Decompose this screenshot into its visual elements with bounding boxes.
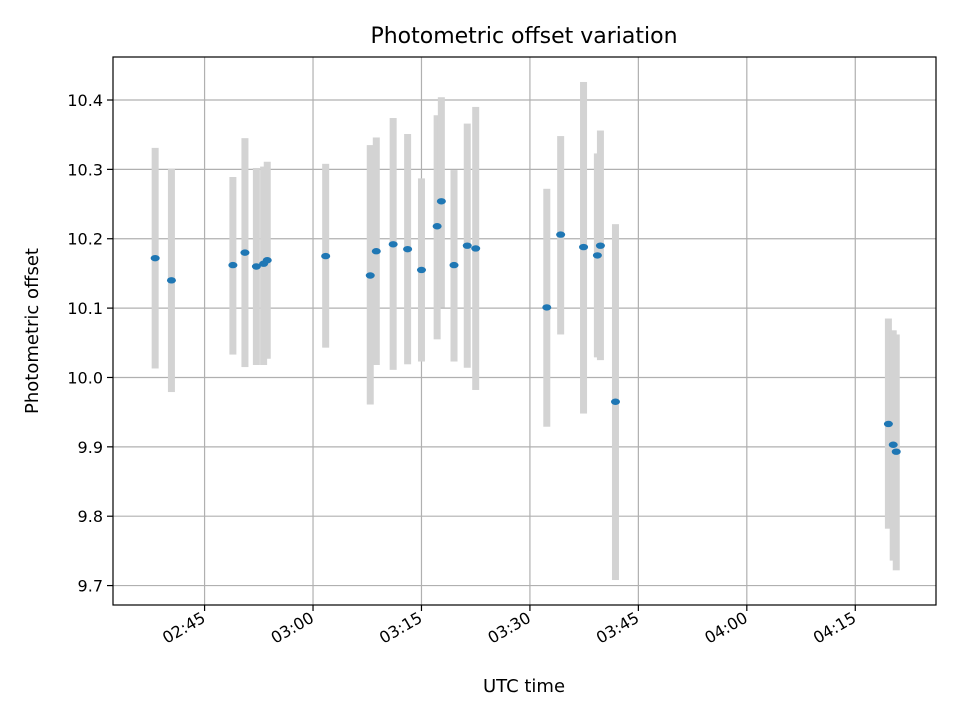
data-point <box>262 257 272 264</box>
y-tick-label: 10.4 <box>67 91 103 110</box>
data-point <box>449 261 459 269</box>
y-tick-label: 10.0 <box>67 368 103 387</box>
data-point <box>556 231 566 238</box>
data-point <box>321 252 331 260</box>
data-point <box>365 272 375 279</box>
data-point <box>883 420 893 428</box>
data-point <box>462 242 472 249</box>
x-axis-label: UTC time <box>483 676 565 697</box>
data-point <box>403 245 413 253</box>
y-axis-label: Photometric offset <box>22 248 43 414</box>
data-point <box>592 252 602 259</box>
data-point <box>610 398 620 405</box>
plot-frame <box>112 56 937 606</box>
data-point <box>579 243 589 251</box>
data-point <box>888 441 898 448</box>
y-tick-label: 10.2 <box>67 230 103 249</box>
data-point <box>595 242 605 249</box>
y-tick-label: 10.3 <box>67 160 103 179</box>
data-point <box>240 249 250 256</box>
y-tick-label: 9.7 <box>78 577 103 596</box>
data-point <box>371 248 381 255</box>
y-tick-label: 9.9 <box>78 438 103 457</box>
data-point <box>432 223 442 230</box>
data-point <box>416 266 426 274</box>
data-point <box>436 198 446 205</box>
data-point <box>471 245 481 252</box>
data-point <box>150 254 160 262</box>
y-tick-label: 10.1 <box>67 299 103 318</box>
data-point <box>388 241 398 248</box>
y-tick-label: 9.8 <box>78 507 103 526</box>
data-point <box>891 448 901 455</box>
data-point <box>166 277 176 284</box>
data-point <box>251 263 261 270</box>
grid-lines <box>113 57 936 605</box>
data-points <box>150 198 901 455</box>
data-point <box>542 304 552 311</box>
y-axis-ticks: 9.7 9.8 9.9 10.0 10.1 10.2 10.3 10.4 <box>67 91 113 596</box>
chart-title: Photometric offset variation <box>370 24 677 49</box>
data-point <box>228 261 238 269</box>
